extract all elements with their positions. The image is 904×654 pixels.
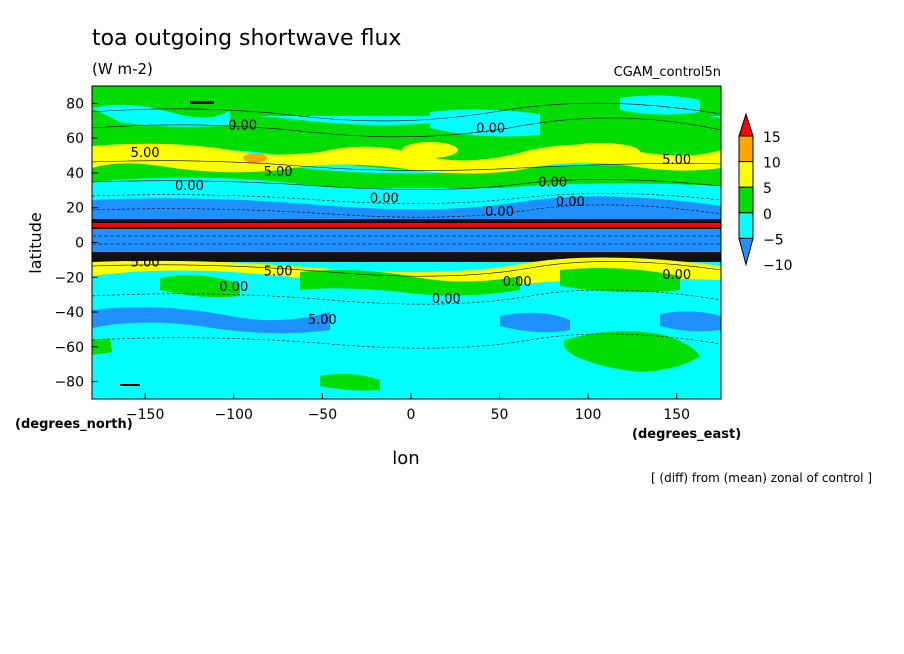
contour-label: 5.00 <box>308 313 337 328</box>
contour-label: 0.00 <box>556 195 585 210</box>
colorbar-segment <box>738 135 754 163</box>
y-tick-label: −20 <box>54 270 84 286</box>
colorbar-label: −10 <box>763 258 793 274</box>
y-tick-label: 80 <box>66 96 84 112</box>
colorbar-top-arrow <box>738 112 754 137</box>
patch-green-s1 <box>160 275 240 298</box>
x-tick-label: 100 <box>575 407 602 423</box>
x-tick-label: −100 <box>215 407 253 423</box>
contour-label: 5.00 <box>264 264 293 279</box>
x-tick-label: −50 <box>308 407 338 423</box>
patch-blue-s1 <box>92 307 330 334</box>
colorbar: 15 10 5 0 −5 −10 <box>738 112 793 274</box>
contour-lines <box>92 102 721 349</box>
band-blue-north <box>92 196 721 218</box>
contour-label: 0.00 <box>538 176 567 191</box>
contour-dark-2 <box>120 384 140 386</box>
colorbar-label: −5 <box>763 232 784 248</box>
patch-yellow-1 <box>402 142 458 158</box>
contour-label: 0.00 <box>662 268 691 283</box>
y-tick-label: 60 <box>66 131 84 147</box>
band-dark-2 <box>92 252 721 262</box>
field-plot: 0.00 5.00 5.00 5.00 0.00 0.00 0.00 0.00 0.00 5.00… <box>92 86 721 399</box>
contour-label: 5.00 <box>264 165 293 180</box>
units-label: (W m-2) <box>92 60 153 78</box>
patch-blue-s3 <box>660 311 721 332</box>
patch-green-antarctic-2 <box>320 373 380 391</box>
colorbar-segment <box>738 212 754 239</box>
patch-green-s3 <box>560 268 680 293</box>
colorbar-bottom-arrow <box>738 237 754 267</box>
colorbar-segment <box>738 161 754 188</box>
contour-labels: 0.00 5.00 5.00 5.00 0.00 0.00 0.00 0.00 0.00 5.00… <box>131 118 692 328</box>
y-axis-label: latitude <box>26 212 45 273</box>
patch-green-s2 <box>300 270 520 296</box>
colorbar-label: 5 <box>763 181 772 197</box>
x-tick-label: −150 <box>126 407 164 423</box>
y-tick-label: −60 <box>54 340 84 356</box>
colorbar-label: 0 <box>763 207 772 223</box>
x-axis: −150 −100 −50 0 50 100 150 <box>126 393 690 423</box>
x-tick-label: 150 <box>663 407 690 423</box>
y-tick-label: 20 <box>66 201 84 217</box>
band-red-equator <box>92 223 721 227</box>
contour-label: 0.00 <box>175 179 204 194</box>
y-tick-label: −80 <box>54 375 84 391</box>
colorbar-label: 15 <box>763 130 781 146</box>
x-axis-label: lon <box>392 448 419 469</box>
subtitle: [ (diff) from (mean) zonal of control ] <box>651 471 872 485</box>
contour-label: 0.00 <box>432 292 461 307</box>
contour-dark-1 <box>190 101 214 104</box>
patch-yellow-2 <box>560 143 640 161</box>
patch-cyan-1 <box>92 104 230 127</box>
patch-cyan-3 <box>620 95 700 115</box>
contour-label: 0.00 <box>219 280 248 295</box>
colorbar-label: 10 <box>763 156 781 172</box>
patch-orange <box>243 153 267 163</box>
patch-green-antarctic-1 <box>563 331 700 372</box>
dataset-label: CGAM_control5n <box>614 65 721 80</box>
colorbar-segment <box>738 186 754 214</box>
contour-label: 0.00 <box>228 118 257 133</box>
contour-label: 0.00 <box>370 191 399 206</box>
y-tick-label: −40 <box>54 305 84 321</box>
x-units-label: (degrees_east) <box>632 427 741 442</box>
x-tick-label: 50 <box>491 407 509 423</box>
y-axis: 80 60 40 20 0 −20 −40 −60 −80 <box>54 96 98 391</box>
patch-green-antarctic-3 <box>92 338 112 355</box>
y-tick-label: 40 <box>66 166 84 182</box>
x-tick-label: 0 <box>406 407 415 423</box>
contour-label: 5.00 <box>131 256 160 271</box>
contour-label: 0.00 <box>485 205 514 220</box>
contour-label: 0.00 <box>503 275 532 290</box>
contour-label: 0.00 <box>476 122 505 137</box>
patch-blue-s2 <box>500 312 570 333</box>
y-units-label: (degrees_north) <box>15 417 133 432</box>
chart-title: toa outgoing shortwave flux <box>92 26 401 51</box>
contour-label: 5.00 <box>131 146 160 161</box>
patch-cyan-2 <box>430 109 540 137</box>
contour-label: 5.00 <box>662 153 691 168</box>
y-tick-label: 0 <box>75 236 84 252</box>
